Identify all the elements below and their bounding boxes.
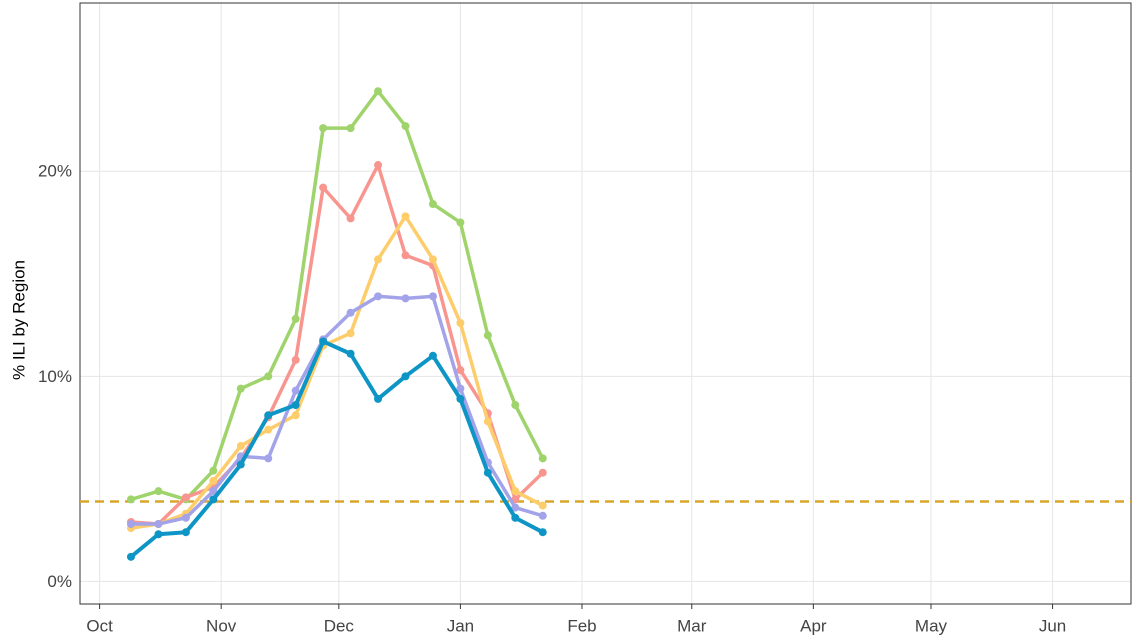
point <box>264 454 273 463</box>
series-line <box>130 294 544 526</box>
series-line <box>130 163 544 526</box>
point <box>401 212 410 221</box>
point <box>483 468 492 477</box>
point <box>209 495 218 504</box>
y-tick-label: 20% <box>38 162 72 181</box>
point <box>346 308 355 317</box>
point <box>374 87 383 96</box>
point <box>511 487 520 496</box>
x-tick-label: Feb <box>567 616 596 635</box>
point <box>126 552 135 561</box>
point <box>401 372 410 381</box>
y-axis-title: % ILI by Region <box>9 260 28 380</box>
point <box>538 528 547 537</box>
point <box>511 503 520 512</box>
point <box>209 487 218 496</box>
x-tick-label: Nov <box>206 616 237 635</box>
point <box>538 468 547 477</box>
point <box>346 214 355 223</box>
point <box>511 513 520 522</box>
point <box>154 487 163 496</box>
point <box>483 331 492 340</box>
series-line <box>130 214 544 530</box>
x-tick-label: May <box>915 616 948 635</box>
point <box>291 355 300 364</box>
point <box>374 292 383 301</box>
point <box>428 200 437 209</box>
point <box>181 493 190 502</box>
point <box>456 218 465 227</box>
x-tick-label: Mar <box>677 616 707 635</box>
point <box>154 530 163 539</box>
point <box>456 366 465 375</box>
x-tick-label: Jun <box>1039 616 1066 635</box>
point <box>374 394 383 403</box>
point <box>538 501 547 510</box>
point <box>374 161 383 170</box>
point <box>236 460 245 469</box>
series-line <box>129 339 544 559</box>
point <box>346 329 355 338</box>
point <box>181 528 190 537</box>
point <box>236 384 245 393</box>
x-tick-label: Apr <box>800 616 827 635</box>
point <box>209 466 218 475</box>
point <box>291 314 300 323</box>
x-tick-label: Dec <box>324 616 355 635</box>
point <box>181 513 190 522</box>
y-tick-label: 0% <box>47 572 72 591</box>
point <box>126 495 135 504</box>
point <box>456 318 465 327</box>
point <box>538 454 547 463</box>
point <box>346 124 355 133</box>
point <box>346 349 355 358</box>
point <box>236 442 245 451</box>
point <box>428 255 437 264</box>
point <box>483 417 492 426</box>
point <box>401 122 410 131</box>
point <box>319 337 328 346</box>
point <box>401 294 410 303</box>
point <box>511 401 520 410</box>
point <box>154 520 163 529</box>
point <box>264 372 273 381</box>
point <box>291 411 300 420</box>
point <box>428 351 437 360</box>
point <box>456 384 465 393</box>
point <box>264 411 273 420</box>
plot-frame <box>79 2 1132 605</box>
point <box>209 476 218 485</box>
point <box>319 183 328 192</box>
point <box>401 251 410 260</box>
point <box>291 386 300 395</box>
x-tick-label: Jan <box>447 616 474 635</box>
point <box>319 124 328 133</box>
point <box>264 425 273 434</box>
point <box>428 292 437 301</box>
point <box>374 255 383 264</box>
point <box>538 511 547 520</box>
y-tick-label: 10% <box>38 367 72 386</box>
series-line <box>130 89 545 502</box>
point <box>456 394 465 403</box>
point <box>291 401 300 410</box>
point <box>126 520 135 529</box>
x-tick-label: Oct <box>86 616 113 635</box>
